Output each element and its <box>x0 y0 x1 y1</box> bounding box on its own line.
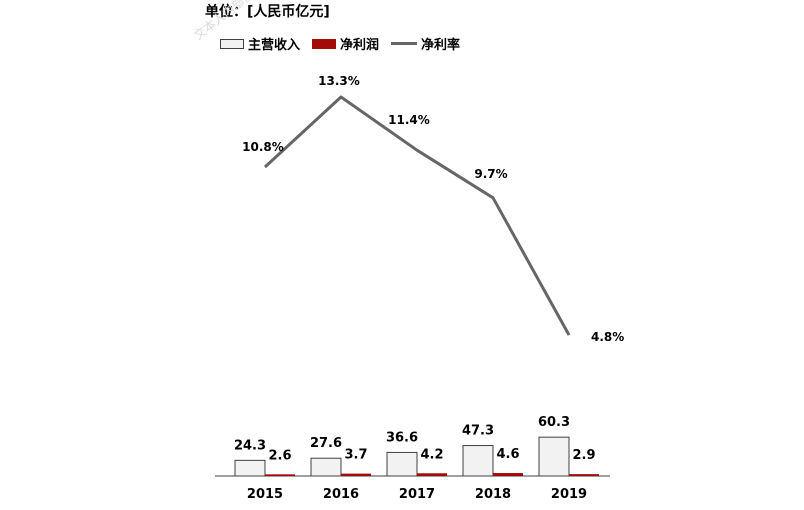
margin-label: 13.3% <box>318 74 360 88</box>
profit-label: 2.6 <box>268 448 291 463</box>
revenue-label: 27.6 <box>310 436 342 451</box>
margin-line <box>263 95 571 336</box>
revenue-label: 60.3 <box>538 415 570 430</box>
revenue-bar <box>386 451 418 477</box>
legend-swatch-profit <box>312 38 337 49</box>
legend-item-revenue: 主营收入 <box>220 34 300 53</box>
x-tick-label: 2017 <box>399 487 435 502</box>
margin-label: 11.4% <box>388 113 430 127</box>
profit-bar <box>493 473 523 476</box>
unit-label: 单位：[人民币亿元] <box>205 4 330 20</box>
x-tick-label: 2016 <box>323 487 359 502</box>
revenue-bar <box>462 445 494 477</box>
legend-label-margin: 净利率 <box>421 38 461 53</box>
revenue-label: 24.3 <box>234 438 266 453</box>
profit-bar <box>569 474 599 476</box>
profit-label: 3.7 <box>344 448 367 463</box>
x-tick-label: 2015 <box>247 487 283 502</box>
profit-bar <box>417 473 447 476</box>
revenue-bar <box>538 436 570 477</box>
legend-swatch-margin <box>391 42 418 45</box>
x-tick-label: 2019 <box>551 487 587 502</box>
profit-bar <box>341 473 371 476</box>
legend-item-margin: 净利率 <box>391 34 460 53</box>
margin-label: 10.8% <box>242 140 284 154</box>
revenue-bar <box>310 457 342 477</box>
revenue-label: 47.3 <box>462 424 494 439</box>
margin-label: 9.7% <box>474 167 507 181</box>
revenue-bar <box>234 459 266 477</box>
legend-swatch-revenue <box>220 38 244 49</box>
profit-label: 2.9 <box>572 448 595 463</box>
x-tick-label: 2018 <box>475 487 511 502</box>
revenue-label: 36.6 <box>386 430 418 445</box>
profit-label: 4.6 <box>496 447 519 462</box>
margin-label: 4.8% <box>591 330 624 344</box>
legend-label-revenue: 主营收入 <box>248 38 301 53</box>
profit-bar <box>265 474 295 476</box>
profit-label: 4.2 <box>420 447 443 462</box>
legend-label-profit: 净利润 <box>340 38 380 53</box>
legend: 主营收入 净利润 净利率 <box>220 34 472 53</box>
legend-item-profit: 净利润 <box>312 34 379 53</box>
